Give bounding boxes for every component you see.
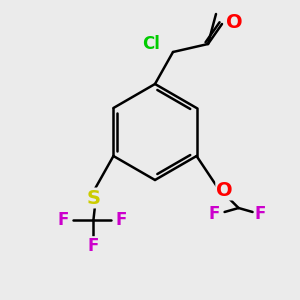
Text: F: F	[209, 205, 220, 223]
Text: O: O	[226, 13, 242, 32]
Text: F: F	[88, 237, 99, 255]
Text: F: F	[58, 211, 69, 229]
Text: O: O	[216, 181, 233, 200]
Text: Cl: Cl	[142, 35, 160, 53]
Text: F: F	[255, 205, 266, 223]
Text: F: F	[116, 211, 127, 229]
Text: S: S	[86, 188, 100, 208]
